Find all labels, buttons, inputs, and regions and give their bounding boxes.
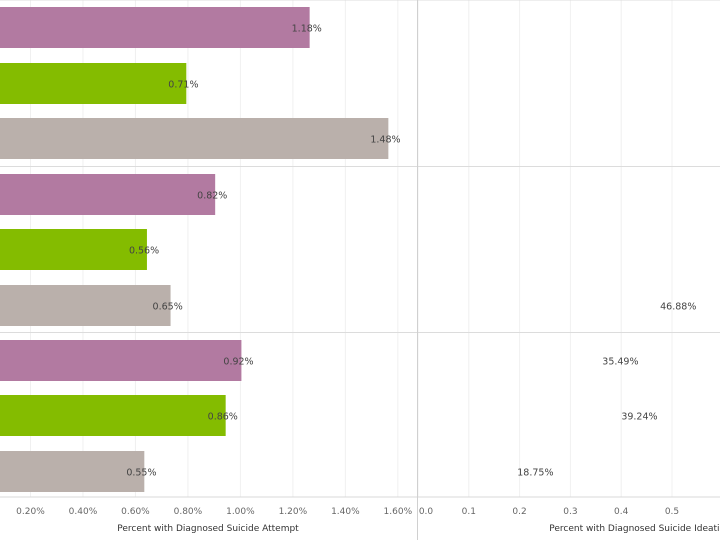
bar: [0, 451, 145, 492]
data-label: 0.71%: [168, 80, 198, 91]
x-tick-label: 0.1: [462, 507, 476, 517]
x-axis-title: Percent with Diagnosed Suicide Ideation: [549, 524, 720, 534]
panel-2: 46.88% 35.49% 39.24% 18.75% 0.0 0.1 0.2 0.3 0.4 0…: [418, 0, 720, 534]
x-tick-label: 0.40%: [69, 507, 98, 517]
x-tick-label: 0.5: [665, 507, 679, 517]
data-label: 39.24%: [621, 412, 657, 423]
x-tick-label: 0.0: [419, 507, 434, 517]
bar: [0, 174, 216, 215]
x-tick-label: 0.2: [512, 507, 526, 517]
x-tick-label: 0.20%: [16, 507, 45, 517]
x-tick-label: 1.60%: [384, 507, 413, 517]
bar: [0, 285, 171, 326]
panel-plot: 46.88% 35.49% 39.24% 18.75% 0.0 0.1 0.2 0.3 0.4 0…: [418, 0, 720, 517]
x-tick-label: 1.20%: [279, 507, 308, 517]
data-label: 0.92%: [223, 357, 253, 368]
data-label: 46.88%: [660, 302, 696, 313]
x-tick-label: 0.60%: [121, 507, 150, 517]
data-label: 18.75%: [517, 468, 553, 479]
bar: [0, 229, 147, 270]
panel-1: 1.18% 0.71% 1.48% 0.82% 0.56% 0.65% 0.92% 0.86%…: [0, 0, 417, 534]
data-label: 1.18%: [292, 24, 322, 35]
bar: [0, 395, 226, 436]
x-tick-label: 0.80%: [174, 507, 203, 517]
data-label: 0.55%: [126, 468, 156, 479]
panel-plot: 1.18% 0.71% 1.48% 0.82% 0.56% 0.65% 0.92% 0.86%…: [0, 0, 417, 517]
x-tick-label: 0.3: [563, 507, 577, 517]
bar: [0, 7, 310, 48]
x-tick-label: 1.00%: [226, 507, 255, 517]
bar: [0, 63, 187, 104]
x-tick-label: 1.40%: [331, 507, 360, 517]
x-tick-label: 0.4: [614, 507, 629, 517]
bar: [0, 340, 242, 381]
data-label: 0.82%: [197, 191, 227, 202]
data-label: 0.65%: [153, 302, 183, 313]
data-label: 0.86%: [208, 412, 238, 423]
x-axis-title: Percent with Diagnosed Suicide Attempt: [117, 524, 299, 534]
data-label: 0.56%: [129, 246, 159, 257]
data-label: 1.48%: [370, 135, 400, 146]
data-label: 35.49%: [602, 357, 638, 368]
bar: [0, 118, 389, 159]
